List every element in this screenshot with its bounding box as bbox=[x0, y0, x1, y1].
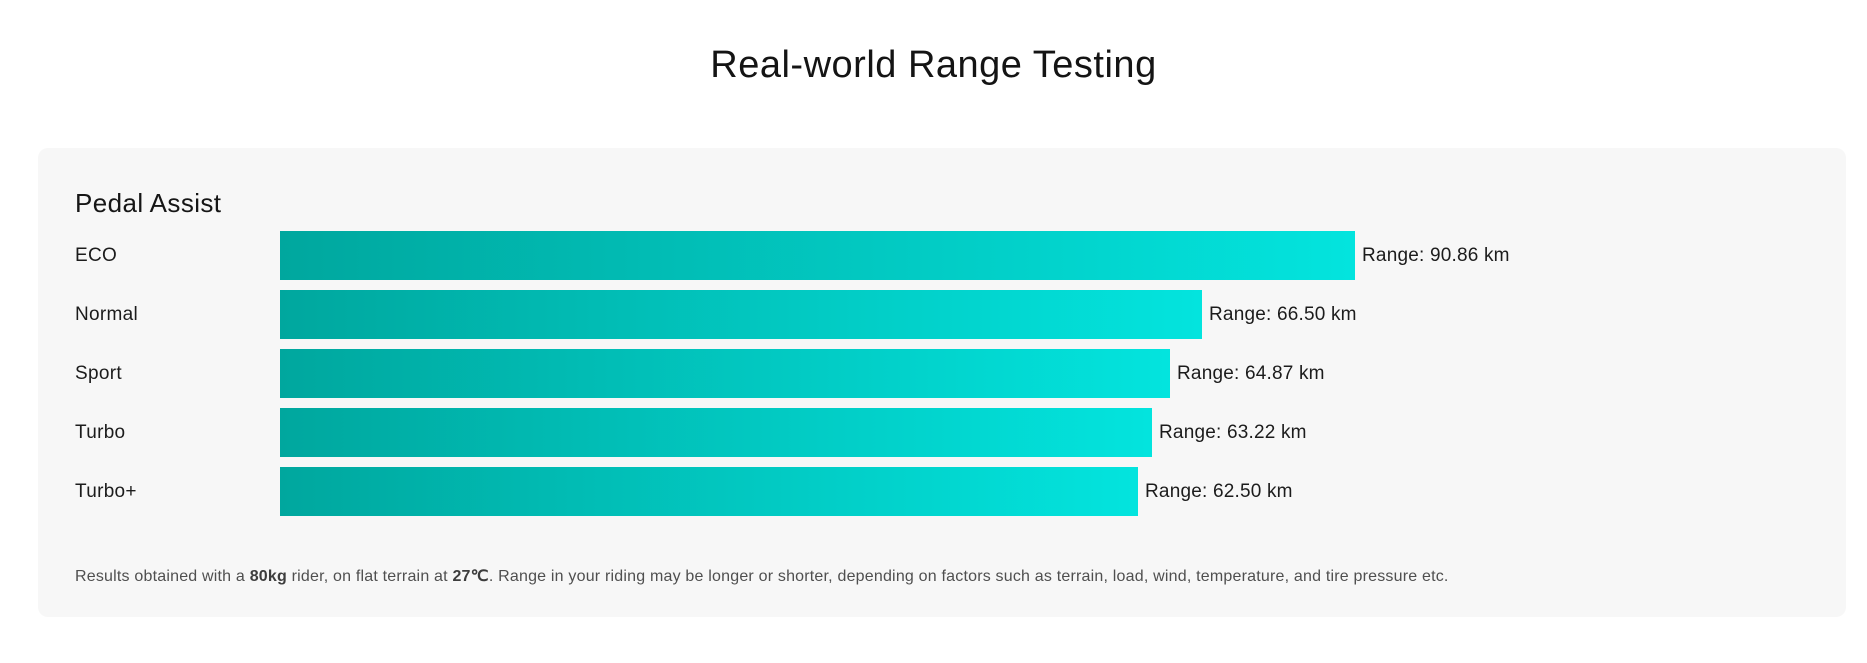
category-label: Turbo bbox=[75, 421, 126, 443]
category-label: Turbo+ bbox=[75, 480, 137, 502]
chart-row: Normal Range: 66.50 km bbox=[75, 290, 1809, 339]
range-value-label: Range: 66.50 km bbox=[1209, 303, 1357, 325]
range-value-label: Range: 90.86 km bbox=[1362, 244, 1510, 266]
category-label: ECO bbox=[75, 244, 118, 266]
bar-rows: ECO Range: 90.86 km Normal Range: 66.50 km S… bbox=[75, 231, 1809, 516]
footnote-text-2: rider, on flat terrain at bbox=[286, 568, 453, 585]
footnote-rider-weight: 80kg bbox=[249, 568, 287, 585]
range-bar bbox=[280, 467, 1138, 516]
footnote-text-1: Results obtained with a bbox=[75, 568, 250, 585]
chart-row: ECO Range: 90.86 km bbox=[75, 231, 1809, 280]
category-label: Normal bbox=[75, 303, 139, 325]
footnote: Results obtained with a 80kg rider, on f… bbox=[75, 567, 1809, 587]
chart-row: Sport Range: 64.87 km bbox=[75, 349, 1809, 398]
range-value-label: Range: 63.22 km bbox=[1159, 421, 1307, 443]
category-label: Sport bbox=[75, 362, 122, 384]
chart-row: Turbo Range: 63.22 km bbox=[75, 408, 1809, 457]
range-value-label: Range: 62.50 km bbox=[1145, 480, 1293, 502]
footnote-text-3: . Range in your riding may be longer or … bbox=[488, 568, 1449, 585]
range-bar bbox=[280, 290, 1202, 339]
range-bar bbox=[280, 408, 1152, 457]
range-bar bbox=[280, 231, 1355, 280]
chart-row: Turbo+ Range: 62.50 km bbox=[75, 467, 1809, 516]
footnote-temperature: 27℃ bbox=[452, 568, 489, 585]
range-testing-panel: Pedal Assist ECO Range: 90.86 km Normal Ran… bbox=[38, 148, 1846, 617]
range-bar bbox=[280, 349, 1170, 398]
range-value-label: Range: 64.87 km bbox=[1177, 362, 1325, 384]
panel-heading: Pedal Assist bbox=[75, 188, 222, 218]
page-title: Real-world Range Testing bbox=[710, 44, 1157, 86]
